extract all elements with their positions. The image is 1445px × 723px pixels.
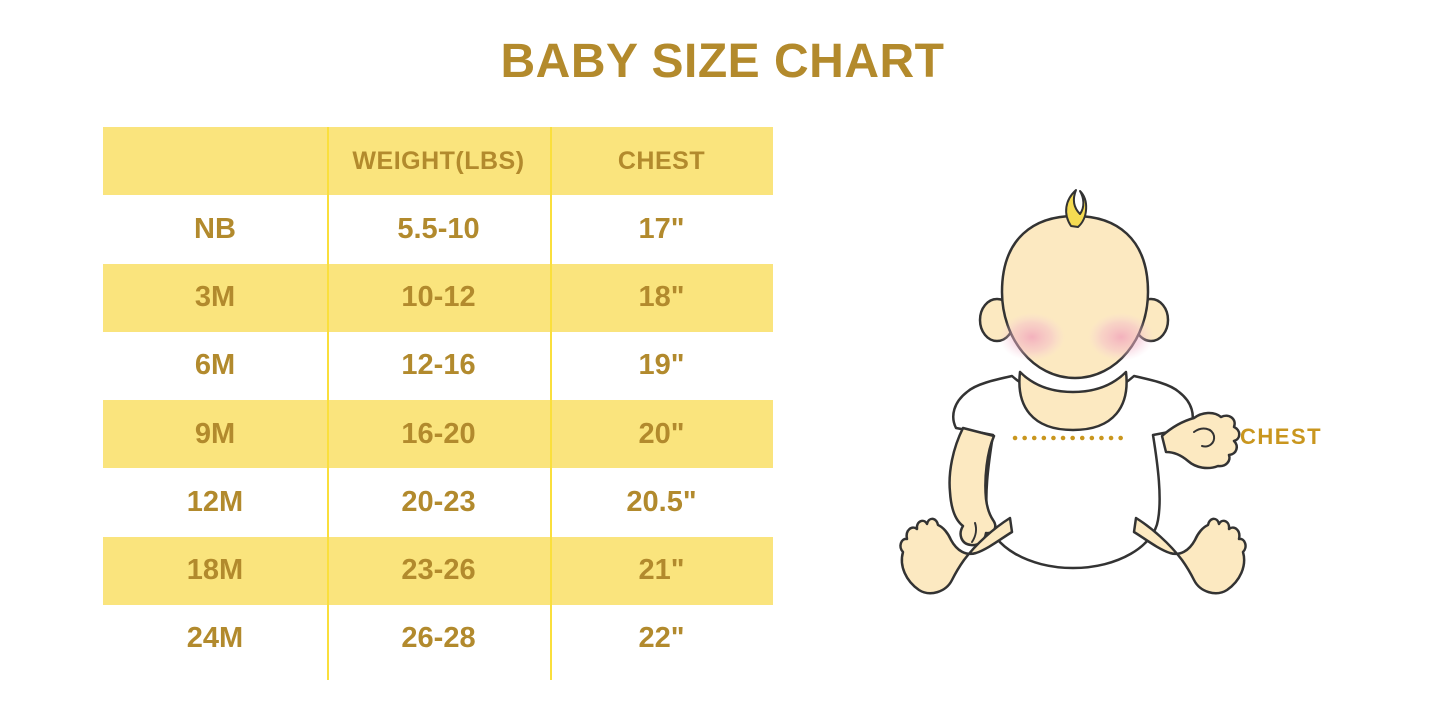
baby-finger-line <box>971 522 977 543</box>
chest-cell: 17" <box>638 212 685 245</box>
table-header-row: WEIGHT(LBS) CHEST <box>103 127 773 196</box>
column-divider-line <box>549 127 552 680</box>
table-row: 12M 20-23 20.5" <box>103 468 773 537</box>
chest-cell: 20" <box>638 417 685 450</box>
baby-leg-left <box>899 516 1014 595</box>
chest-cell: 22" <box>638 622 685 655</box>
table-row: 9M 16-20 20" <box>103 400 773 469</box>
baby-leg-right <box>1132 516 1247 595</box>
chest-cell: 21" <box>638 554 685 587</box>
chest-label: CHEST <box>1240 424 1323 449</box>
size-cell: 3M <box>194 281 236 314</box>
chest-cell: 18" <box>638 281 685 314</box>
baby-illustration <box>899 189 1247 595</box>
weight-cell: 5.5-10 <box>397 212 480 245</box>
baby-blush-left <box>999 313 1065 361</box>
weight-cell: 10-12 <box>401 281 476 314</box>
baby-blush-right <box>1088 313 1154 361</box>
header-cell-size <box>103 127 327 195</box>
weight-cell: 20-23 <box>401 485 476 518</box>
table-row: 3M 10-12 18" <box>103 263 773 332</box>
chest-cell: 19" <box>638 349 685 382</box>
weight-cell: 23-26 <box>401 554 476 587</box>
table-row: 24M 26-28 22" <box>103 604 773 673</box>
baby-illustration-container <box>860 180 1340 640</box>
size-cell: 12M <box>186 485 244 518</box>
column-divider-line <box>326 127 329 680</box>
size-table: WEIGHT(LBS) CHEST NB 5.5-10 17" 3M 10-12 18" 6… <box>103 127 773 680</box>
table-row: NB 5.5-10 17" <box>103 195 773 264</box>
header-cell-weight: WEIGHT(LBS) <box>352 146 525 175</box>
size-cell: 18M <box>186 554 244 587</box>
baby-thumb-line <box>1193 427 1216 448</box>
weight-cell: 26-28 <box>401 622 476 655</box>
baby-hair-tuft <box>1065 189 1088 228</box>
size-cell: 6M <box>194 349 236 382</box>
baby-arm-right-fist <box>1160 411 1241 470</box>
weight-cell: 16-20 <box>401 417 476 450</box>
size-cell: 9M <box>194 417 236 450</box>
weight-cell: 12-16 <box>401 349 476 382</box>
chest-cell: 20.5" <box>626 485 697 518</box>
size-cell: NB <box>194 212 236 245</box>
table-body: NB 5.5-10 17" 3M 10-12 18" 6M 12-16 19" 9M 16-20 20… <box>103 195 773 673</box>
table-row: 18M 23-26 21" <box>103 536 773 605</box>
header-cell-chest: CHEST <box>617 146 706 175</box>
size-cell: 24M <box>186 622 244 655</box>
page-title: BABY SIZE CHART <box>500 35 945 88</box>
table-row: 6M 12-16 19" <box>103 331 773 400</box>
baby-neck <box>1018 370 1128 432</box>
